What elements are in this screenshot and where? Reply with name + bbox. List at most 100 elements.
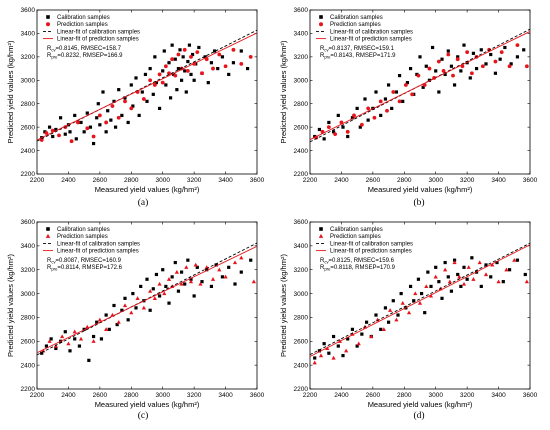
- calibration-point: [355, 106, 359, 110]
- prediction-point: [123, 99, 127, 104]
- calibration-point: [176, 289, 181, 293]
- prediction-point: [110, 104, 115, 108]
- calibration-point: [507, 268, 512, 272]
- calibration-point: [106, 109, 110, 113]
- panel-label: (b): [413, 197, 424, 208]
- legend-label: Prediction samples: [57, 22, 108, 28]
- calibration-point: [96, 102, 100, 106]
- calibration-point: [179, 78, 184, 82]
- prediction-point: [493, 59, 498, 64]
- calibration-point: [153, 55, 157, 59]
- x-tick-label: 2600: [93, 392, 108, 399]
- calibration-point: [360, 332, 364, 336]
- calibration-point: [58, 116, 63, 120]
- prediction-point: [129, 106, 134, 111]
- prediction-point: [446, 52, 451, 57]
- prediction-point: [381, 327, 386, 331]
- y-tick-label: 2600: [21, 338, 36, 345]
- prediction-point: [480, 64, 485, 69]
- prediction-point: [166, 277, 172, 281]
- prediction-point: [318, 353, 324, 358]
- calibration-point: [40, 351, 44, 355]
- legend-marker-triangle: [318, 233, 324, 238]
- calibration-point: [313, 134, 317, 139]
- calibration-point: [446, 275, 450, 279]
- prediction-point: [195, 50, 200, 55]
- calibration-point: [363, 97, 367, 101]
- legend-marker-circle: [46, 22, 50, 27]
- calibration-point: [82, 327, 86, 331]
- calibration-point: [440, 57, 444, 61]
- prediction-point: [359, 122, 364, 127]
- calibration-point: [383, 306, 388, 310]
- prediction-point: [469, 71, 474, 76]
- prediction-point: [211, 66, 215, 71]
- calibration-point: [214, 263, 218, 267]
- calibration-point: [220, 55, 225, 59]
- calibration-point: [209, 284, 214, 289]
- calibration-point: [148, 308, 152, 312]
- calibration-point: [456, 55, 460, 59]
- y-axis-title: Predicted yield values (kg/hm²): [6, 254, 15, 357]
- calibration-point: [68, 349, 72, 353]
- prediction-point: [129, 310, 134, 315]
- data-layer: [37, 242, 257, 362]
- prediction-point: [433, 274, 438, 279]
- calibration-point: [396, 313, 400, 317]
- prediction-point: [179, 281, 184, 286]
- calibration-point: [95, 116, 99, 120]
- prediction-point: [406, 310, 412, 315]
- prediction-point: [524, 64, 529, 69]
- prediction-point: [193, 262, 198, 267]
- chart-panel-3: 2200 2400 2600 2800 3000 3200 3400 3600 2200 2400…: [6, 219, 265, 421]
- calibration-point: [107, 327, 111, 331]
- calibration-point: [123, 96, 127, 100]
- calibration-point: [227, 265, 231, 269]
- y-tick-label: 2400: [21, 362, 36, 369]
- plot-frame: [36, 221, 258, 390]
- calibration-point: [164, 284, 168, 289]
- x-tick-label: 3200: [187, 177, 202, 184]
- y-tick-label: 2200: [21, 171, 36, 178]
- calibration-point: [459, 69, 463, 73]
- calibration-point: [187, 43, 192, 47]
- x-axis-title: Measured yield values (kg/hm²): [95, 185, 200, 194]
- calibration-point: [446, 49, 450, 53]
- calibration-point: [164, 83, 168, 87]
- prediction-point: [75, 120, 80, 125]
- legend-label: Linear-fit of calibration samples: [330, 29, 413, 35]
- calibration-point: [173, 57, 177, 61]
- prediction-point: [326, 125, 331, 130]
- calibration-point: [489, 52, 493, 57]
- x-tick-label: 3000: [155, 392, 170, 399]
- prediction-point: [232, 260, 238, 265]
- plot-frame: [36, 9, 258, 175]
- calibration-point: [434, 265, 438, 269]
- calibration-point: [167, 61, 171, 65]
- prediction-point: [461, 281, 467, 286]
- prediction-point: [372, 115, 377, 120]
- x-tick-label: 3400: [491, 392, 506, 399]
- prediction-point: [443, 267, 448, 272]
- prediction-point: [483, 272, 489, 277]
- calibration-point: [43, 130, 47, 134]
- prediction-point: [477, 260, 482, 265]
- prediction-point: [248, 54, 253, 59]
- calibration-point: [366, 118, 370, 122]
- legend-label: Linear-fit of prediction samples: [330, 249, 412, 255]
- x-tick-label: 2200: [30, 392, 45, 399]
- prediction-point: [170, 57, 175, 62]
- prediction-point: [312, 360, 317, 365]
- prediction-point: [457, 274, 462, 279]
- stat-line: Rpre=0.8143, RMSEP=171.9: [320, 53, 396, 60]
- legend-label: Calibration samples: [330, 15, 383, 21]
- x-tick-label: 3400: [491, 177, 506, 184]
- calibration-point: [109, 118, 113, 122]
- y-tick-label: 2800: [294, 315, 309, 322]
- calibration-point: [484, 263, 488, 267]
- legend-marker-triangle: [45, 233, 51, 238]
- calibration-point: [120, 308, 124, 312]
- legend-label: Linear-fit of prediction samples: [330, 37, 412, 43]
- calibration-point: [479, 284, 483, 289]
- legend-label: Prediction samples: [57, 234, 108, 240]
